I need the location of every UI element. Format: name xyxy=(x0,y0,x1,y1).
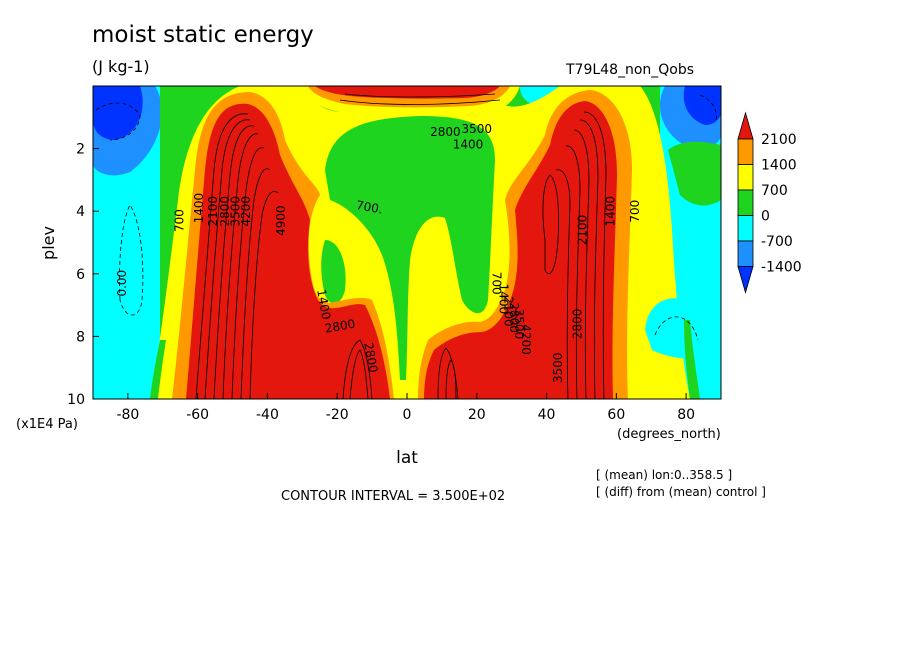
colorbar-swatch xyxy=(737,240,754,267)
contour-label: 700. xyxy=(355,198,384,216)
chart-title: moist static energy xyxy=(92,22,314,48)
colorbar-label: -1400 xyxy=(761,260,802,276)
x-tick-label: 20 xyxy=(468,407,486,423)
colorbar-label: 700 xyxy=(761,183,788,199)
colorbar-label: 0 xyxy=(761,209,770,225)
filled-contours xyxy=(93,86,721,399)
contour-label: 3500 xyxy=(229,196,243,227)
x-tick-label: -40 xyxy=(256,407,279,423)
x-tick-label: 40 xyxy=(538,407,556,423)
contour-label: 2800 xyxy=(507,302,521,333)
contour-label: 0.00 xyxy=(115,270,129,297)
contour-label: 1400 xyxy=(496,284,510,315)
contour-label: 700 xyxy=(173,209,187,232)
contour-label: 1400 xyxy=(453,138,484,152)
contour-label: 700 xyxy=(628,200,642,223)
y-tick-label: 10 xyxy=(67,392,85,408)
contour-label: 700 xyxy=(489,272,503,295)
run-name: T79L48_non_Qobs xyxy=(566,62,695,78)
mean-note: [ (mean) lon:0..358.5 ] xyxy=(596,468,733,482)
contour-label: 2800 xyxy=(218,196,232,227)
x-tick-label: -20 xyxy=(326,407,349,423)
y-axis-label: plev xyxy=(39,226,58,260)
colorbar-swatch xyxy=(737,138,754,165)
contour-label: 2800 xyxy=(430,125,461,139)
y-axis: 2 4 6 8 10 xyxy=(67,142,99,408)
contour-label: 4200 xyxy=(239,196,253,227)
contour-label: 2100 xyxy=(576,215,590,246)
contour-interval: CONTOUR INTERVAL = 3.500E+02 xyxy=(281,489,506,504)
x-tick-label: -60 xyxy=(186,407,209,423)
contour-label: 4900 xyxy=(274,205,288,236)
contour-label: 1400 xyxy=(192,193,206,224)
colorbar-swatch xyxy=(737,215,754,242)
colorbar: 2100 1400 700 0 -700 -1400 xyxy=(737,111,802,294)
x-tick-label: 0 xyxy=(403,407,412,423)
contour-label: 4200 xyxy=(519,324,533,355)
y-tick-label: 6 xyxy=(76,267,85,283)
contour-label: 2800 xyxy=(361,341,380,374)
contour-label: 2800 xyxy=(570,309,584,340)
x-tick-label: 80 xyxy=(677,407,695,423)
contour-label: 2800 xyxy=(324,317,357,336)
contour-label: 2100 xyxy=(502,296,516,327)
colorbar-swatch xyxy=(737,266,754,294)
colorbar-label: -700 xyxy=(761,234,793,250)
colorbar-swatch xyxy=(737,164,754,191)
colorbar-swatch xyxy=(737,111,754,140)
colorbar-label: 2100 xyxy=(761,132,797,148)
x-axis: -80 -60 -40 -20 0 20 40 60 80 xyxy=(116,393,695,423)
y-axis-units: (x1E4 Pa) xyxy=(16,417,78,432)
diff-note: [ (diff) from (mean) control ] xyxy=(596,485,766,499)
x-axis-units: (degrees_north) xyxy=(617,427,721,442)
contour-label: 2100 xyxy=(206,196,220,227)
y-tick-label: 4 xyxy=(76,204,85,220)
contour-label: 3500 xyxy=(512,309,526,340)
contour-label: 3500 xyxy=(551,352,565,383)
contour-label: 3500 xyxy=(462,122,493,136)
chart-units: (J kg-1) xyxy=(92,57,150,76)
contour-label: 1400 xyxy=(314,288,333,321)
colorbar-swatch xyxy=(737,189,754,216)
contour-label: 1400 xyxy=(604,196,618,227)
x-axis-label: lat xyxy=(396,448,418,468)
x-tick-label: -80 xyxy=(116,407,139,423)
y-tick-label: 8 xyxy=(76,329,85,345)
y-tick-label: 2 xyxy=(76,142,85,158)
colorbar-label: 1400 xyxy=(761,158,797,174)
x-tick-label: 60 xyxy=(607,407,625,423)
